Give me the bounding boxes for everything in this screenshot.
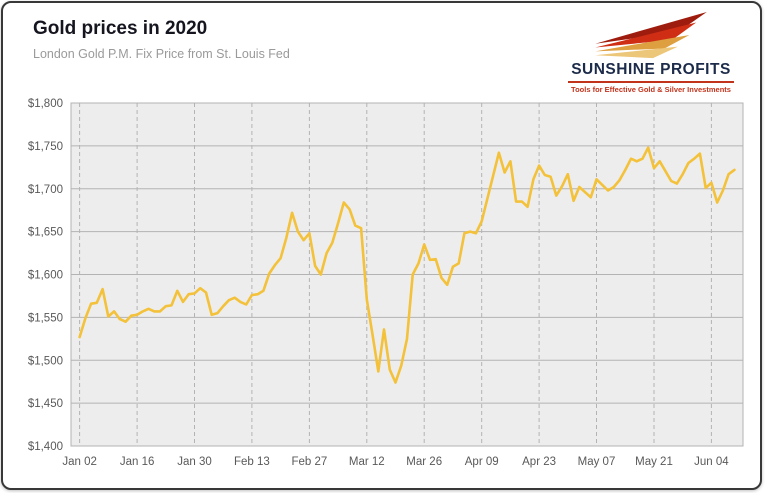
logo-word-profits: PROFITS (660, 61, 731, 78)
svg-text:Feb 13: Feb 13 (234, 456, 270, 468)
svg-text:Feb 27: Feb 27 (291, 456, 327, 468)
svg-text:$1,550: $1,550 (28, 312, 63, 324)
svg-text:Mar 12: Mar 12 (349, 456, 385, 468)
svg-text:$1,800: $1,800 (28, 98, 63, 110)
svg-text:May 21: May 21 (635, 456, 673, 468)
svg-text:Apr 23: Apr 23 (522, 456, 556, 468)
svg-text:$1,400: $1,400 (28, 441, 63, 453)
sunshine-profits-logo: SUNSHINE PROFITS Tools for Effective Gol… (562, 11, 740, 94)
logo-divider (568, 81, 734, 83)
svg-text:Jan 02: Jan 02 (62, 456, 97, 468)
rising-arrows-logo-icon (595, 11, 707, 59)
page-title: Gold prices in 2020 (33, 18, 208, 39)
svg-text:$1,650: $1,650 (28, 227, 63, 239)
svg-text:Mar 26: Mar 26 (406, 456, 442, 468)
svg-text:$1,750: $1,750 (28, 141, 63, 153)
svg-text:Jan 30: Jan 30 (177, 456, 212, 468)
logo-tagline: Tools for Effective Gold & Silver Invest… (571, 85, 731, 94)
svg-text:$1,700: $1,700 (28, 184, 63, 196)
svg-text:Jun 04: Jun 04 (694, 456, 729, 468)
svg-text:$1,600: $1,600 (28, 270, 63, 282)
logo-word-sunshine: SUNSHINE (571, 61, 656, 78)
svg-text:Jan 16: Jan 16 (120, 456, 155, 468)
svg-text:$1,450: $1,450 (28, 398, 63, 410)
svg-text:Apr 09: Apr 09 (465, 456, 499, 468)
svg-text:May 07: May 07 (578, 456, 616, 468)
svg-text:$1,500: $1,500 (28, 355, 63, 367)
chart-subtitle: London Gold P.M. Fix Price from St. Loui… (33, 47, 290, 61)
logo-wordmark: SUNSHINE PROFITS (562, 61, 740, 79)
price-chart: $1,400 $1,450 $1,500 $1,550 $1,600 $1,650 $1,7… (28, 98, 744, 468)
